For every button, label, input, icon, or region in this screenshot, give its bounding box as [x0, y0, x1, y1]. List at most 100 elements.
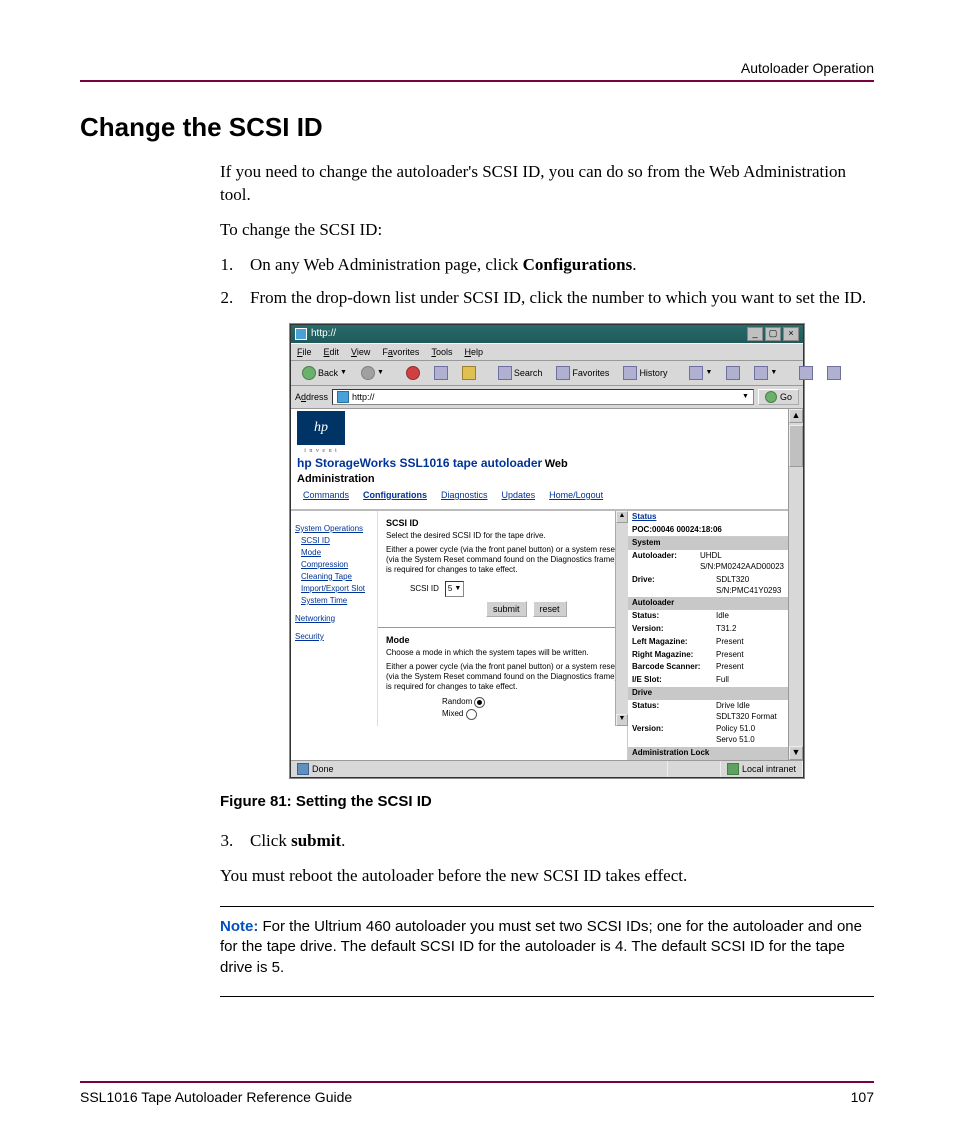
- post-steps-para: You must reboot the autoloader before th…: [220, 865, 874, 888]
- history-button[interactable]: History: [618, 364, 672, 382]
- hp-logo: hp: [297, 411, 345, 445]
- toolbar: Back ▼ ▼ Search Favorites History ▼ ▼: [291, 361, 803, 386]
- nav-system-operations[interactable]: System Operations: [295, 523, 373, 535]
- inner-scrollbar[interactable]: ▲ ▼: [615, 511, 628, 726]
- scroll-down-icon[interactable]: ▼: [616, 714, 628, 726]
- header-rule: [80, 80, 874, 82]
- al-status-k: Status:: [632, 611, 716, 622]
- search-button[interactable]: Search: [493, 364, 548, 382]
- system-heading: System: [628, 537, 788, 550]
- nav-scsi-id[interactable]: SCSI ID: [301, 535, 373, 547]
- refresh-button[interactable]: [429, 364, 453, 382]
- tab-commands[interactable]: Commands: [303, 489, 349, 501]
- history-icon: [623, 366, 637, 380]
- mail-icon: [689, 366, 703, 380]
- nav-cleaning-tape[interactable]: Cleaning Tape: [301, 571, 373, 583]
- nav-mode[interactable]: Mode: [301, 547, 373, 559]
- section-heading: Change the SCSI ID: [80, 112, 874, 143]
- outer-scroll-thumb[interactable]: [789, 425, 803, 467]
- mode-random-row: Random: [442, 696, 619, 708]
- forward-button[interactable]: ▼: [356, 364, 389, 382]
- mode-mixed-radio[interactable]: [466, 709, 477, 720]
- al-leftmag-v: Present: [716, 637, 784, 648]
- drive-status-k: Status:: [632, 701, 716, 723]
- menu-file[interactable]: File: [297, 346, 312, 358]
- mode-heading: Mode: [386, 634, 619, 646]
- step-3-bold: submit: [291, 831, 341, 850]
- reset-button[interactable]: reset: [533, 601, 567, 617]
- menubar: File Edit View Favorites Tools Help: [291, 343, 803, 361]
- step-1: On any Web Administration page, click Co…: [246, 254, 874, 277]
- step-3: Click submit.: [246, 830, 874, 853]
- submit-button[interactable]: submit: [486, 601, 527, 617]
- ie-window: http:// _ ▢ × File Edit View Favorites T…: [290, 324, 804, 778]
- menu-tools[interactable]: Tools: [431, 346, 452, 358]
- go-button[interactable]: Go: [758, 389, 799, 405]
- step-2: From the drop-down list under SCSI ID, c…: [246, 287, 874, 310]
- sys-autoloader-k: Autoloader:: [632, 551, 700, 573]
- mode-random-radio[interactable]: [474, 697, 485, 708]
- nav-networking[interactable]: Networking: [295, 613, 373, 625]
- nav-system-time[interactable]: System Time: [301, 595, 373, 607]
- al-rightmag-k: Right Magazine:: [632, 650, 716, 661]
- menu-edit[interactable]: Edit: [324, 346, 340, 358]
- step-1-post: .: [632, 255, 636, 274]
- drive-version-v2: Servo 51.0: [716, 735, 755, 744]
- footer-page-number: 107: [851, 1089, 874, 1105]
- zone-icon: [727, 763, 739, 775]
- stop-button[interactable]: [401, 364, 425, 382]
- menu-help[interactable]: Help: [464, 346, 483, 358]
- tab-configurations[interactable]: Configurations: [363, 489, 427, 501]
- print-icon: [726, 366, 740, 380]
- status-link[interactable]: Status: [632, 512, 656, 521]
- tab-diagnostics[interactable]: Diagnostics: [441, 489, 488, 501]
- tab-home-logout[interactable]: Home/Logout: [549, 489, 603, 501]
- outer-scrollbar[interactable]: ▲ ▼: [788, 409, 803, 760]
- close-button[interactable]: ×: [783, 327, 799, 341]
- chevron-down-icon: ▼: [454, 584, 461, 593]
- tab-updates[interactable]: Updates: [502, 489, 536, 501]
- scsi-id-select[interactable]: 5 ▼: [445, 581, 464, 597]
- intro-para-1: If you need to change the autoloader's S…: [220, 161, 874, 207]
- address-input[interactable]: http:// ▼: [332, 389, 754, 405]
- search-icon: [498, 366, 512, 380]
- scsi-id-value: 5: [448, 584, 452, 595]
- maximize-button[interactable]: ▢: [765, 327, 781, 341]
- mode-random-label: Random: [442, 697, 472, 706]
- messenger-button[interactable]: [822, 364, 846, 382]
- outer-scroll-up-icon[interactable]: ▲: [789, 409, 803, 423]
- nav-compression[interactable]: Compression: [301, 559, 373, 571]
- sys-drive-v1: SDLT320: [716, 575, 749, 584]
- home-button[interactable]: [457, 364, 481, 382]
- edit-button[interactable]: ▼: [749, 364, 782, 382]
- scsi-id-label: SCSI ID: [410, 584, 439, 595]
- header-right-text: Autoloader Operation: [80, 60, 874, 76]
- back-button[interactable]: Back ▼: [297, 364, 352, 382]
- home-icon: [462, 366, 476, 380]
- page-icon: [337, 391, 349, 403]
- refresh-icon: [434, 366, 448, 380]
- scsi-id-desc: Select the desired SCSI ID for the tape …: [386, 531, 619, 541]
- menu-view[interactable]: View: [351, 346, 370, 358]
- favorites-button[interactable]: Favorites: [551, 364, 614, 382]
- nav-security[interactable]: Security: [295, 631, 373, 643]
- outer-scroll-down-icon[interactable]: ▼: [789, 746, 803, 760]
- discuss-icon: [799, 366, 813, 380]
- discuss-button[interactable]: [794, 364, 818, 382]
- address-dropdown-icon[interactable]: ▼: [742, 392, 749, 401]
- menu-favorites[interactable]: Favorites: [382, 346, 419, 358]
- ie-icon: [295, 328, 307, 340]
- print-button[interactable]: [721, 364, 745, 382]
- sys-drive-k: Drive:: [632, 575, 716, 597]
- minimize-button[interactable]: _: [747, 327, 763, 341]
- mail-button[interactable]: ▼: [684, 364, 717, 382]
- sys-autoloader-v2: S/N:PM0242AAD00023: [700, 562, 784, 571]
- forward-icon: [361, 366, 375, 380]
- scroll-up-icon[interactable]: ▲: [616, 511, 628, 523]
- al-ieslot-k: I/E Slot:: [632, 675, 716, 686]
- status-zone: Local intranet: [742, 763, 796, 775]
- status-panel: Status POC:00046 00024:18:06 System Auto…: [627, 511, 788, 760]
- footer-rule: [80, 1081, 874, 1083]
- page-footer: SSL1016 Tape Autoloader Reference Guide …: [80, 1081, 874, 1105]
- nav-import-export-slot[interactable]: Import/Export Slot: [301, 583, 373, 595]
